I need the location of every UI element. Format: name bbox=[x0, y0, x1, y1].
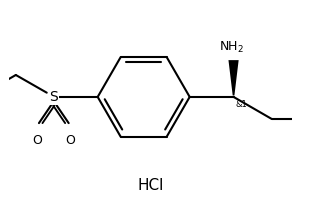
Text: HCl: HCl bbox=[138, 178, 164, 193]
Text: S: S bbox=[50, 90, 58, 104]
Polygon shape bbox=[228, 60, 239, 95]
Text: &1: &1 bbox=[236, 100, 248, 109]
Text: O: O bbox=[65, 134, 75, 147]
Text: O: O bbox=[32, 134, 43, 147]
Text: NH$_2$: NH$_2$ bbox=[219, 40, 244, 55]
